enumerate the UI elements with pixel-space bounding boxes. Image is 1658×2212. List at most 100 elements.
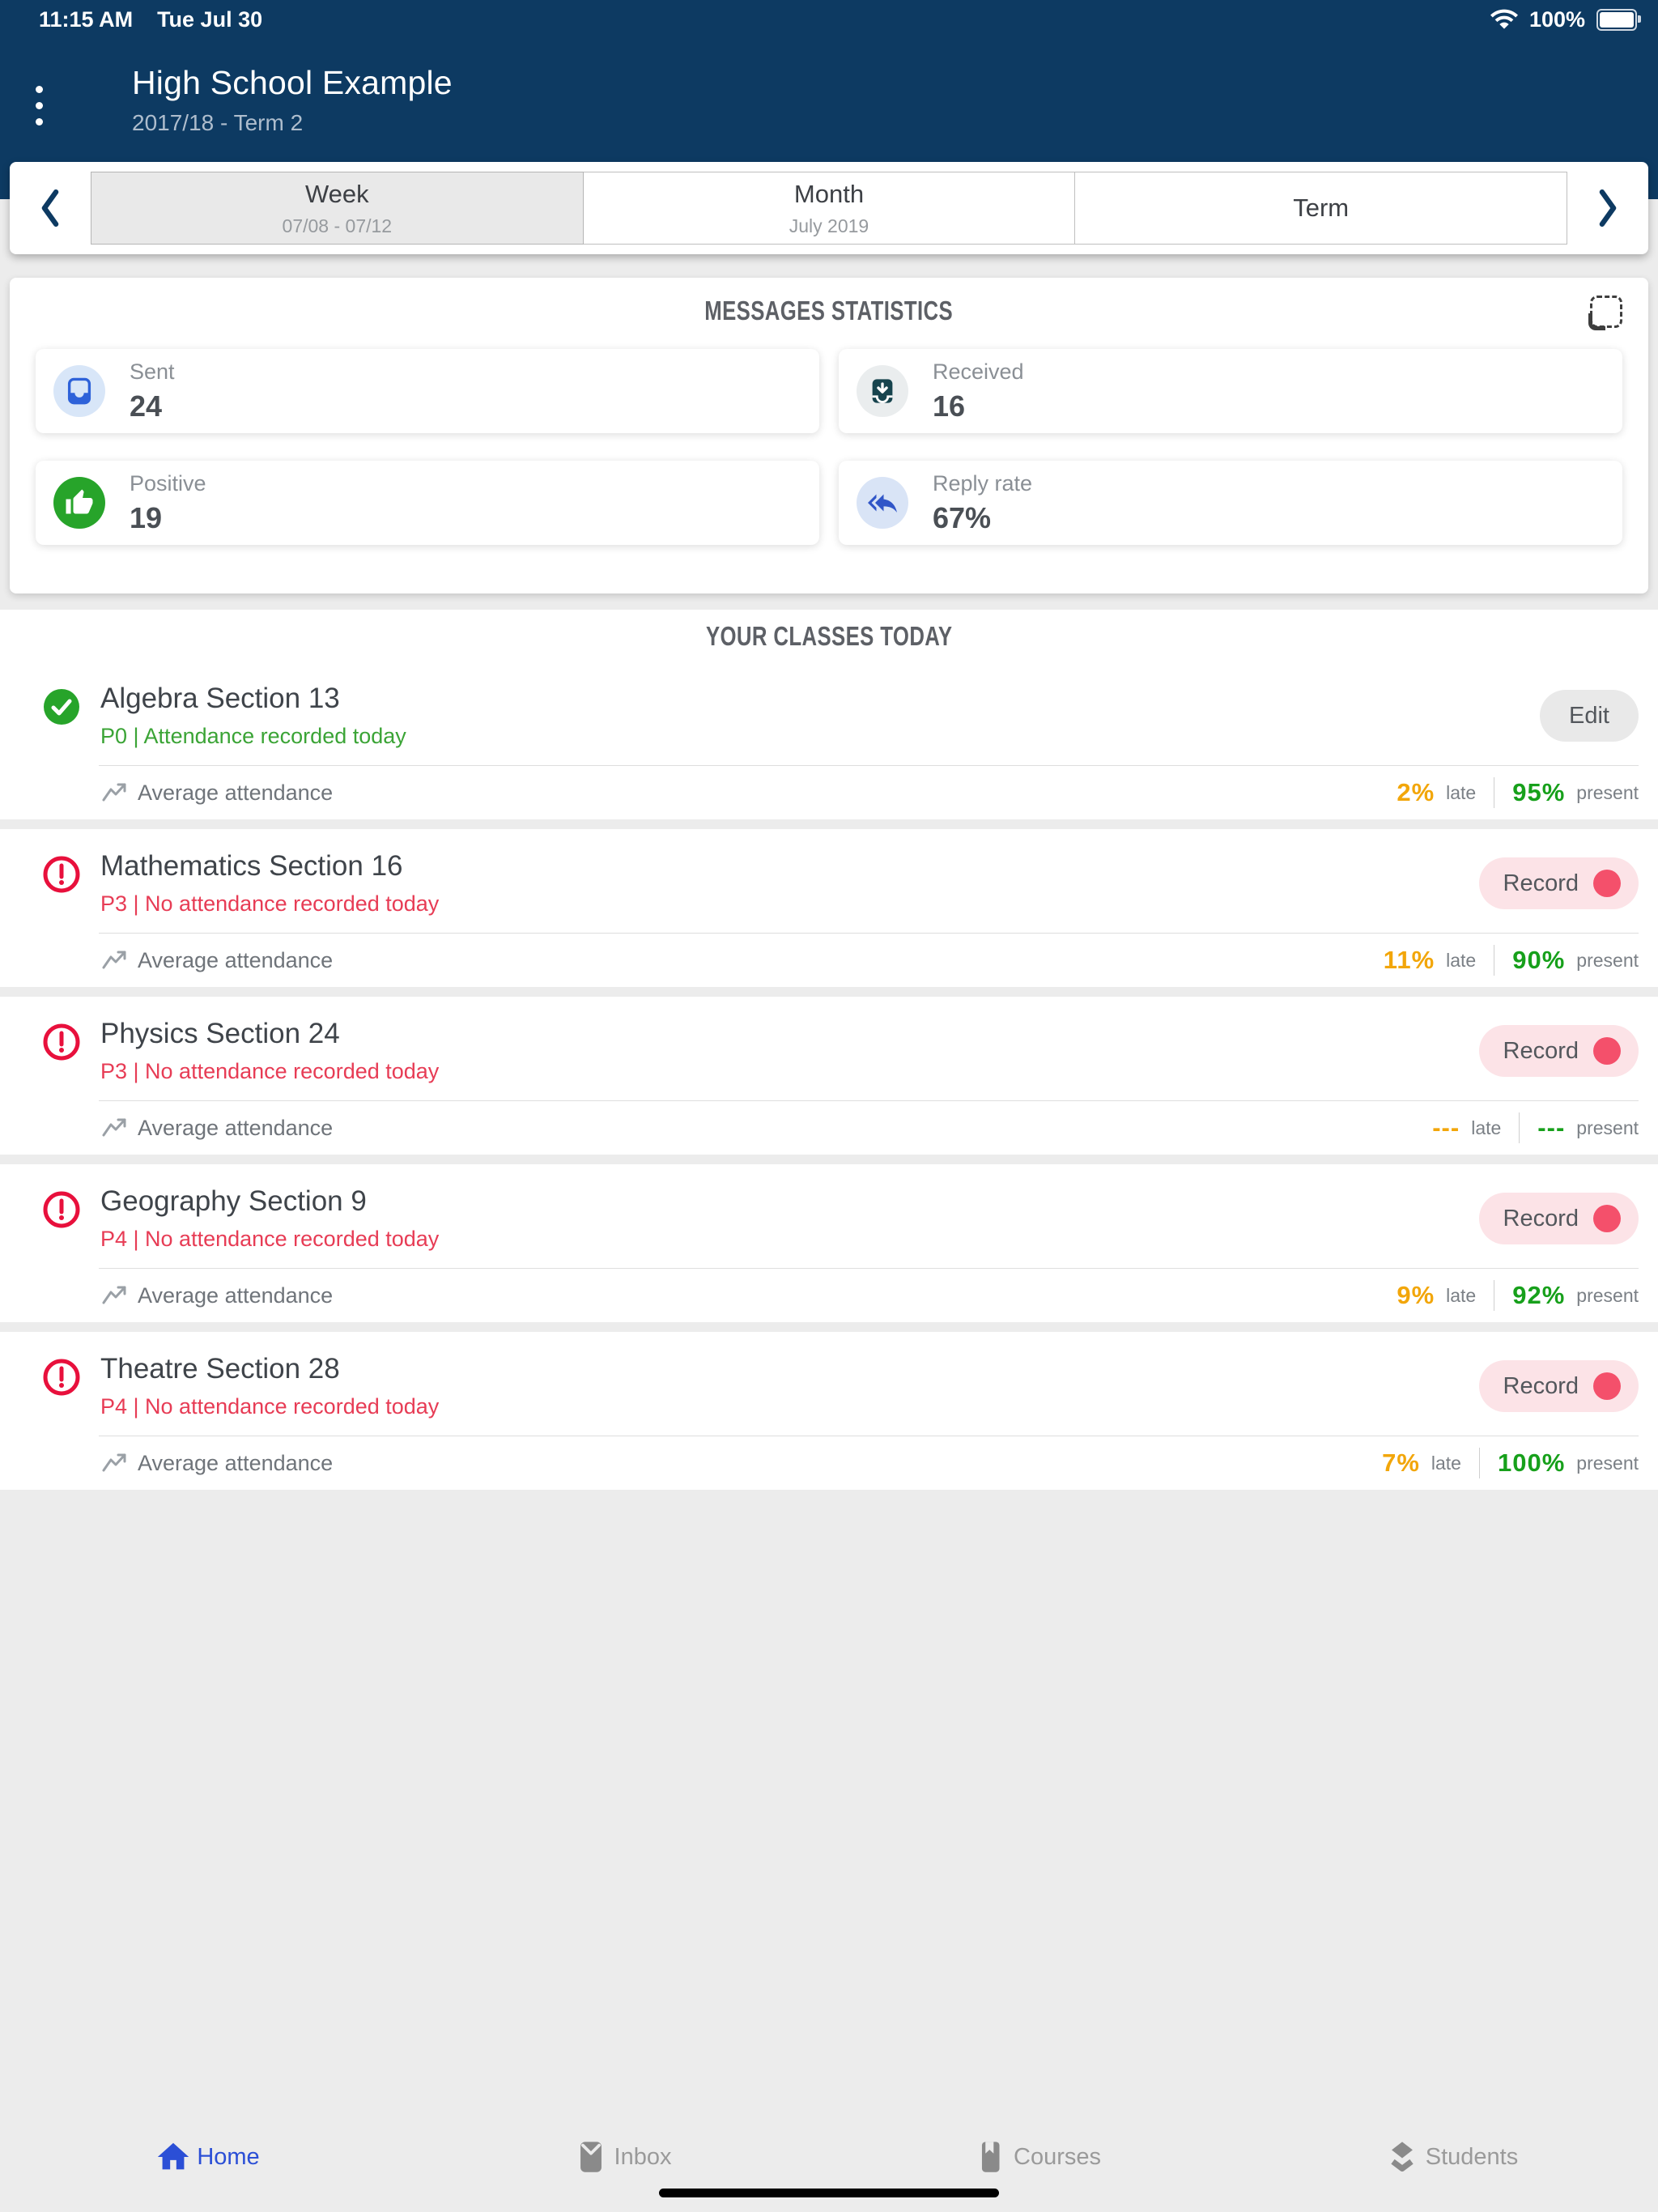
present-label: present [1576, 1117, 1639, 1138]
trend-icon [102, 1117, 128, 1138]
next-period-button[interactable] [1567, 162, 1648, 254]
status-date: Tue Jul 30 [157, 6, 263, 32]
class-card-physics: Physics Section 24 P3 | No attendance re… [0, 997, 1658, 1155]
divider [1519, 1112, 1520, 1143]
late-label: late [1446, 949, 1477, 971]
alert-circle-icon [42, 855, 81, 894]
home-indicator[interactable] [659, 2189, 999, 2197]
nav-inbox[interactable]: Inbox [414, 2102, 829, 2212]
present-label: present [1576, 1284, 1639, 1306]
stat-value: 19 [130, 500, 163, 534]
present-value: 90% [1512, 946, 1566, 974]
home-icon [158, 2142, 189, 2170]
received-inbox-icon [857, 365, 908, 417]
record-dot-icon [1593, 1205, 1621, 1232]
previous-period-button[interactable] [10, 162, 91, 254]
stat-card-sent: Sent 24 [36, 349, 819, 433]
class-title: Mathematics Section 16 [100, 850, 403, 882]
late-label: late [1446, 1284, 1477, 1306]
nav-courses[interactable]: Courses [829, 2102, 1244, 2212]
present-label: present [1576, 781, 1639, 803]
class-status: P0 | Attendance recorded today [100, 724, 406, 748]
class-status: P4 | No attendance recorded today [100, 1394, 440, 1419]
trend-icon [102, 1285, 128, 1306]
classes-today-title: YOUR CLASSES TODAY [705, 621, 953, 651]
record-dot-icon [1593, 870, 1621, 897]
record-dot-icon [1593, 1372, 1621, 1400]
record-button[interactable]: Record [1478, 857, 1639, 909]
wifi-icon [1490, 9, 1518, 29]
classes-today-section: YOUR CLASSES TODAY Algebra Section 13 P0… [0, 610, 1658, 1490]
divider [0, 987, 1658, 997]
late-label: late [1471, 1117, 1502, 1138]
nav-home[interactable]: Home [0, 2102, 414, 2212]
class-status: P4 | No attendance recorded today [100, 1227, 440, 1251]
average-attendance-label: Average attendance [138, 780, 334, 805]
chevron-left-icon [41, 189, 59, 228]
divider [0, 1155, 1658, 1164]
record-button[interactable]: Record [1478, 1025, 1639, 1077]
stat-card-reply-rate: Reply rate 67% [839, 461, 1622, 545]
record-dot-icon [1593, 1037, 1621, 1065]
sent-tray-icon [53, 365, 105, 417]
trend-icon [102, 950, 128, 971]
stat-value: 24 [130, 389, 163, 423]
stat-label: Sent [130, 359, 175, 384]
stat-label: Reply rate [933, 470, 1033, 496]
nav-students[interactable]: Students [1244, 2102, 1658, 2212]
messages-statistics-title: MESSAGES STATISTICS [704, 296, 954, 325]
present-value: 92% [1512, 1281, 1566, 1309]
tab-week[interactable]: Week 07/08 - 07/12 [91, 172, 584, 245]
chevron-right-icon [1599, 189, 1617, 228]
stat-value: 16 [933, 389, 966, 423]
class-title: Physics Section 24 [100, 1018, 340, 1049]
tab-month[interactable]: Month July 2019 [582, 172, 1076, 245]
late-label: late [1431, 1452, 1461, 1474]
tab-term[interactable]: Term [1074, 172, 1568, 245]
status-time: 11:15 AM [39, 6, 134, 32]
class-title: Algebra Section 13 [100, 683, 340, 714]
late-value: 9% [1397, 1281, 1435, 1309]
bottom-navigation: Home Inbox Courses Students [0, 2102, 1658, 2212]
stat-label: Received [933, 359, 1024, 384]
average-attendance-label: Average attendance [138, 1115, 334, 1140]
divider [99, 933, 1639, 934]
divider [1478, 1448, 1480, 1478]
stat-card-received: Received 16 [839, 349, 1622, 433]
battery-percent: 100% [1528, 6, 1585, 32]
overflow-menu-button[interactable] [21, 73, 57, 138]
stat-value: 67% [933, 500, 992, 534]
present-value: 100% [1497, 1448, 1566, 1477]
class-card-geography: Geography Section 9 P4 | No attendance r… [0, 1164, 1658, 1322]
class-card-theatre: Theatre Section 28 P4 | No attendance re… [0, 1332, 1658, 1490]
edit-button[interactable]: Edit [1540, 690, 1639, 742]
present-value: 95% [1512, 778, 1566, 806]
page-title: High School Example [132, 63, 453, 101]
class-title: Geography Section 9 [100, 1185, 367, 1217]
class-title: Theatre Section 28 [100, 1353, 340, 1385]
screenshot-icon[interactable] [1585, 291, 1627, 333]
late-value: --- [1432, 1113, 1460, 1142]
record-button[interactable]: Record [1478, 1360, 1639, 1412]
students-layers-icon [1391, 2142, 1414, 2172]
trend-icon [102, 782, 128, 803]
trend-icon [102, 1453, 128, 1474]
period-segmented-control: Week 07/08 - 07/12 Month July 2019 Term [91, 172, 1568, 245]
record-button[interactable]: Record [1478, 1193, 1639, 1244]
average-attendance-label: Average attendance [138, 1450, 334, 1475]
class-status: P3 | No attendance recorded today [100, 891, 440, 916]
late-value: 2% [1397, 778, 1435, 806]
late-value: 7% [1382, 1448, 1420, 1477]
late-value: 11% [1383, 946, 1435, 974]
class-status: P3 | No attendance recorded today [100, 1059, 440, 1083]
divider [99, 1268, 1639, 1269]
reply-all-icon [857, 477, 908, 529]
divider [99, 765, 1639, 766]
inbox-envelope-icon [580, 2142, 602, 2172]
page-subtitle: 2017/18 - Term 2 [132, 109, 304, 135]
average-attendance-label: Average attendance [138, 1283, 334, 1308]
divider [0, 819, 1658, 829]
stat-label: Positive [130, 470, 206, 496]
courses-book-icon [981, 2142, 1000, 2172]
thumbs-up-icon [53, 477, 105, 529]
